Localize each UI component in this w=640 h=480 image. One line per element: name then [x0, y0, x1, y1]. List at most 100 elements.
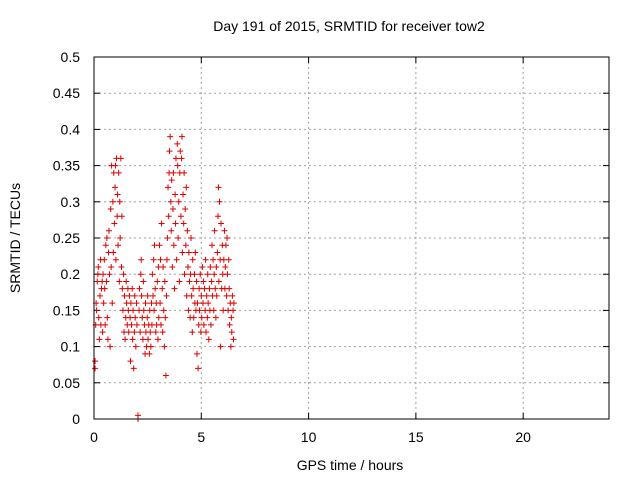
- data-point: [171, 285, 178, 292]
- x-tick-label: 20: [515, 429, 531, 445]
- data-point: [191, 271, 198, 278]
- data-point: [162, 372, 169, 379]
- data-point: [150, 256, 157, 263]
- data-point: [149, 271, 156, 278]
- data-point: [200, 278, 207, 285]
- data-point: [94, 271, 101, 278]
- data-point: [217, 343, 224, 350]
- data-point: [226, 321, 233, 328]
- data-point: [200, 300, 207, 307]
- data-point: [116, 198, 123, 205]
- data-point: [133, 300, 140, 307]
- data-point: [96, 336, 103, 343]
- data-point: [159, 285, 166, 292]
- data-point: [223, 292, 230, 299]
- data-point: [178, 155, 185, 162]
- data-point: [138, 292, 145, 299]
- data-point: [203, 292, 210, 299]
- y-tick-label: 0.25: [53, 230, 80, 246]
- data-point: [144, 292, 151, 299]
- data-point: [100, 300, 107, 307]
- data-point: [202, 256, 209, 263]
- data-point: [210, 307, 217, 314]
- data-point: [131, 292, 138, 299]
- data-point: [129, 336, 136, 343]
- data-point: [160, 307, 167, 314]
- data-point: [189, 256, 196, 263]
- y-tick-label: 0.4: [61, 121, 81, 137]
- data-point: [101, 285, 108, 292]
- data-point: [224, 271, 231, 278]
- data-point: [112, 162, 119, 169]
- data-point: [130, 365, 137, 372]
- data-point: [177, 213, 184, 220]
- data-point: [209, 242, 216, 249]
- data-point: [196, 307, 203, 314]
- data-point: [115, 242, 122, 249]
- y-tick-label: 0.45: [53, 85, 80, 101]
- data-point: [155, 314, 162, 321]
- data-point: [181, 169, 188, 176]
- data-point: [194, 300, 201, 307]
- data-point: [169, 263, 176, 270]
- data-point: [93, 307, 100, 314]
- y-axis-label: SRMTID / TECUs: [7, 183, 23, 293]
- data-point: [176, 278, 183, 285]
- data-point: [119, 285, 126, 292]
- data-point: [160, 263, 167, 270]
- data-point: [123, 278, 130, 285]
- data-point: [166, 148, 173, 155]
- data-point: [222, 263, 229, 270]
- data-point: [229, 292, 236, 299]
- data-point: [210, 256, 217, 263]
- data-point: [211, 271, 218, 278]
- data-point: [177, 148, 184, 155]
- data-point: [154, 336, 161, 343]
- data-point: [172, 155, 179, 162]
- data-point: [197, 271, 204, 278]
- data-point: [158, 220, 165, 227]
- data-point: [198, 292, 205, 299]
- data-point: [126, 292, 133, 299]
- data-point: [157, 256, 164, 263]
- data-point: [175, 198, 182, 205]
- data-point: [164, 235, 171, 241]
- data-point: [145, 336, 152, 343]
- data-point: [178, 133, 185, 140]
- data-point: [150, 292, 157, 299]
- data-point: [172, 191, 179, 198]
- data-point: [212, 285, 219, 292]
- data-point: [106, 271, 113, 278]
- data-point: [230, 307, 237, 314]
- data-point: [214, 249, 221, 256]
- data-point: [167, 133, 174, 140]
- data-point: [188, 292, 195, 299]
- data-point: [130, 307, 137, 314]
- data-point: [187, 235, 194, 241]
- data-point: [185, 249, 192, 256]
- data-point: [200, 321, 207, 328]
- y-tick-labels: 0 0.05 0.1 0.15 0.2 0.25 0.3 0.35 0.4 0.45 0.5: [53, 49, 80, 427]
- data-point: [95, 263, 102, 270]
- data-point: [196, 285, 203, 292]
- data-point: [167, 198, 174, 205]
- data-point: [174, 162, 181, 169]
- data-point: [147, 329, 154, 336]
- data-point: [112, 184, 119, 191]
- data-point: [134, 412, 141, 419]
- data-point: [189, 329, 196, 336]
- data-point: [100, 271, 107, 278]
- data-point: [107, 343, 114, 350]
- data-point: [204, 314, 211, 321]
- data-point: [103, 278, 110, 285]
- data-point: [216, 198, 223, 205]
- data-point: [102, 242, 109, 249]
- data-point: [203, 329, 210, 336]
- data-point: [132, 314, 139, 321]
- data-point: [92, 358, 99, 365]
- data-point: [104, 336, 111, 343]
- data-point: [165, 184, 172, 191]
- data-point: [218, 220, 225, 227]
- data-point: [224, 235, 231, 241]
